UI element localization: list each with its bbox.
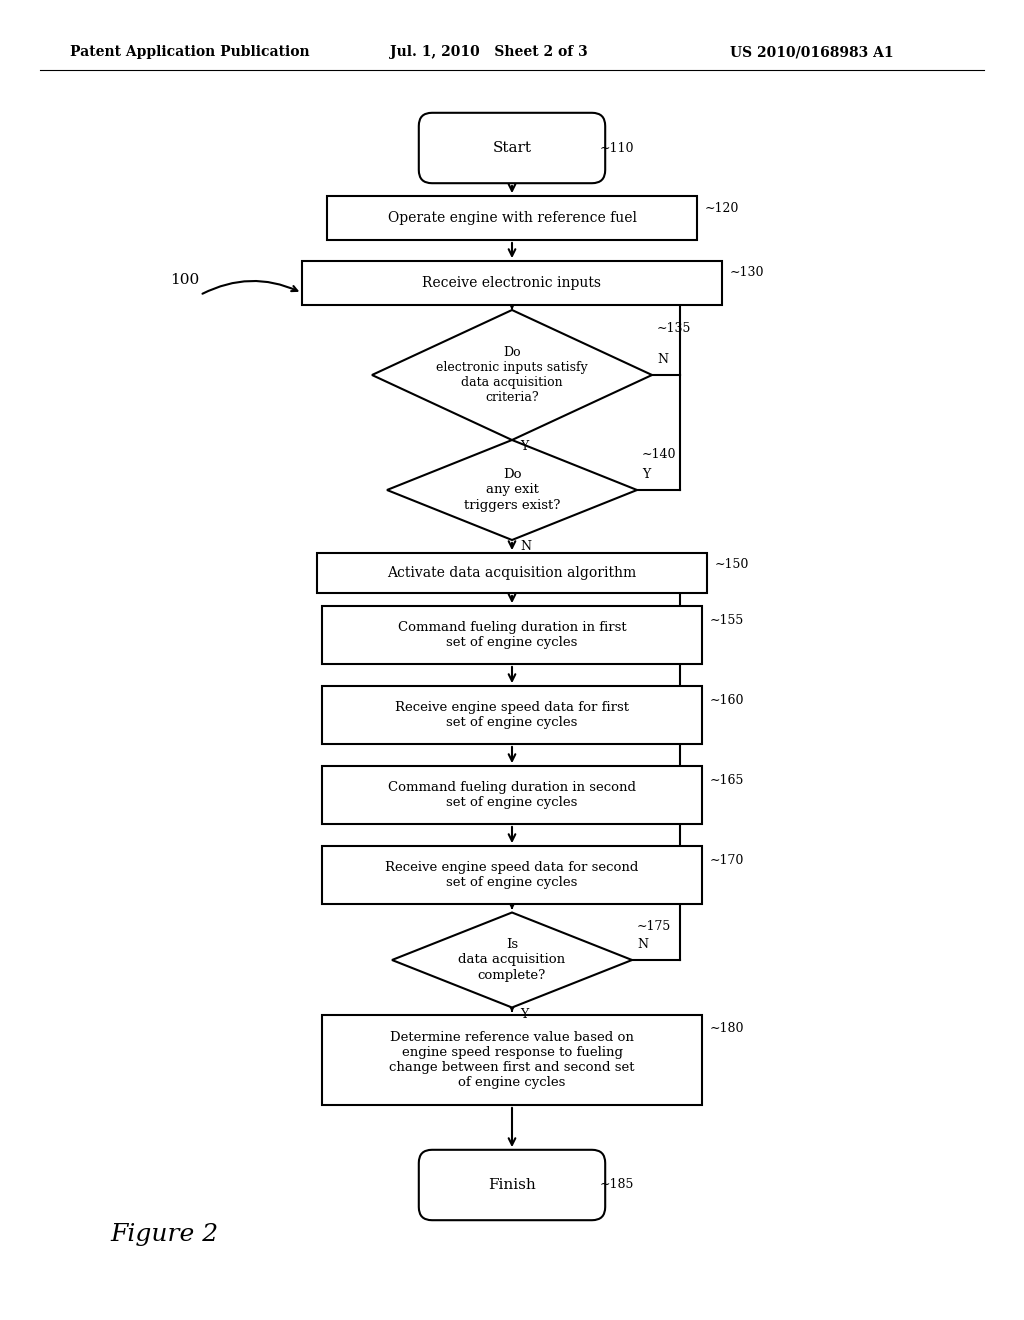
Text: Jul. 1, 2010   Sheet 2 of 3: Jul. 1, 2010 Sheet 2 of 3 bbox=[390, 45, 588, 59]
Text: ∼130: ∼130 bbox=[730, 267, 765, 280]
Text: Figure 2: Figure 2 bbox=[110, 1224, 218, 1246]
Text: Receive engine speed data for first
set of engine cycles: Receive engine speed data for first set … bbox=[395, 701, 629, 729]
Bar bbox=[322, 606, 702, 664]
Text: ∼175: ∼175 bbox=[637, 920, 672, 933]
Text: Y: Y bbox=[520, 1007, 528, 1020]
Text: N: N bbox=[637, 939, 648, 950]
Polygon shape bbox=[387, 440, 637, 540]
Text: Receive electronic inputs: Receive electronic inputs bbox=[423, 276, 601, 290]
Text: ∼150: ∼150 bbox=[715, 558, 750, 572]
Text: ∼160: ∼160 bbox=[710, 693, 744, 706]
Text: ∼120: ∼120 bbox=[705, 202, 739, 214]
Text: ∼185: ∼185 bbox=[600, 1179, 635, 1192]
Text: ∼170: ∼170 bbox=[710, 854, 744, 866]
Text: ∼140: ∼140 bbox=[642, 447, 677, 461]
Text: 100: 100 bbox=[170, 273, 200, 286]
Text: Do
any exit
triggers exist?: Do any exit triggers exist? bbox=[464, 469, 560, 511]
Text: Receive engine speed data for second
set of engine cycles: Receive engine speed data for second set… bbox=[385, 861, 639, 888]
Text: ∼110: ∼110 bbox=[600, 141, 635, 154]
Text: Is
data acquisition
complete?: Is data acquisition complete? bbox=[459, 939, 565, 982]
Text: Finish: Finish bbox=[488, 1177, 536, 1192]
Text: Command fueling duration in second
set of engine cycles: Command fueling duration in second set o… bbox=[388, 781, 636, 809]
Text: Patent Application Publication: Patent Application Publication bbox=[70, 45, 309, 59]
Text: US 2010/0168983 A1: US 2010/0168983 A1 bbox=[730, 45, 894, 59]
Bar bbox=[322, 846, 702, 904]
Text: Start: Start bbox=[493, 141, 531, 154]
Polygon shape bbox=[392, 912, 632, 1007]
FancyBboxPatch shape bbox=[419, 1150, 605, 1220]
Text: N: N bbox=[657, 352, 668, 366]
Text: Determine reference value based on
engine speed response to fueling
change betwe: Determine reference value based on engin… bbox=[389, 1031, 635, 1089]
FancyBboxPatch shape bbox=[419, 112, 605, 183]
Bar bbox=[322, 1015, 702, 1105]
Bar bbox=[327, 195, 697, 240]
Text: Operate engine with reference fuel: Operate engine with reference fuel bbox=[387, 211, 637, 224]
Text: ∼180: ∼180 bbox=[710, 1023, 744, 1035]
Bar bbox=[322, 686, 702, 744]
Bar bbox=[317, 553, 707, 593]
Polygon shape bbox=[372, 310, 652, 440]
Bar bbox=[302, 261, 722, 305]
Text: ∼165: ∼165 bbox=[710, 774, 744, 787]
Text: ∼155: ∼155 bbox=[710, 614, 744, 627]
Text: Y: Y bbox=[642, 469, 650, 480]
Text: Command fueling duration in first
set of engine cycles: Command fueling duration in first set of… bbox=[397, 620, 627, 649]
Bar bbox=[322, 766, 702, 824]
Text: ∼135: ∼135 bbox=[657, 322, 691, 334]
Text: Activate data acquisition algorithm: Activate data acquisition algorithm bbox=[387, 566, 637, 579]
Text: N: N bbox=[520, 540, 531, 553]
Text: Do
electronic inputs satisfy
data acquisition
criteria?: Do electronic inputs satisfy data acquis… bbox=[436, 346, 588, 404]
Text: Y: Y bbox=[520, 440, 528, 453]
